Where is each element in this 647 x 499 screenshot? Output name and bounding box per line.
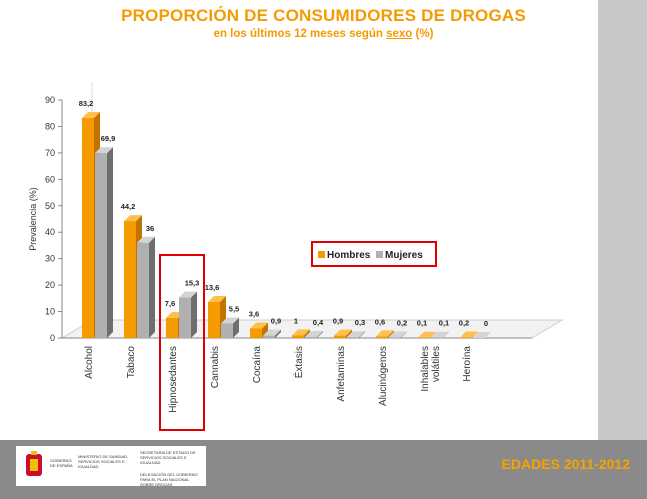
chart-subtitle: en los últimos 12 meses según sexo (%) bbox=[0, 28, 647, 40]
bar-mujeres bbox=[431, 331, 449, 338]
bar-hombres bbox=[460, 331, 478, 338]
y-tick-label: 50 bbox=[45, 201, 55, 211]
data-label-hombres: 3,6 bbox=[249, 309, 259, 318]
category-label: Cannabis bbox=[210, 346, 221, 388]
y-tick-label: 10 bbox=[45, 307, 55, 317]
data-label-mujeres: 0,4 bbox=[313, 318, 324, 327]
data-label-mujeres: 0,2 bbox=[397, 318, 407, 327]
category-label: Alucinógenos bbox=[378, 346, 389, 406]
y-tick-label: 80 bbox=[45, 121, 55, 131]
bar-mujeres bbox=[95, 147, 113, 338]
right-band bbox=[598, 0, 647, 440]
data-label-hombres: 44,2 bbox=[121, 202, 136, 211]
legend-swatch-hombres bbox=[318, 251, 325, 258]
data-label-mujeres: 0 bbox=[484, 319, 488, 328]
y-tick-label: 70 bbox=[45, 148, 55, 158]
chart-title: PROPORCIÓN DE CONSUMIDORES DE DROGAS bbox=[121, 6, 526, 25]
category-label: Inhalables bbox=[420, 346, 431, 392]
data-label-mujeres: 0,1 bbox=[439, 319, 449, 328]
data-label-mujeres: 15,3 bbox=[185, 279, 200, 288]
data-label-mujeres: 5,5 bbox=[229, 304, 239, 313]
category-label: volátiles bbox=[431, 346, 442, 382]
y-tick-label: 30 bbox=[45, 254, 55, 264]
subtitle-pre: en los últimos 12 meses según bbox=[213, 28, 387, 40]
bar-mujeres bbox=[389, 331, 407, 338]
category-label: Heroína bbox=[462, 346, 473, 382]
y-tick-label: 20 bbox=[45, 280, 55, 290]
data-label-hombres: 13,6 bbox=[205, 283, 220, 292]
data-label-mujeres: 0,9 bbox=[271, 317, 281, 326]
subtitle-underlined: sexo bbox=[386, 28, 413, 40]
government-logo: GOBIERNO DE ESPAÑA MINISTERIO DE SANIDAD… bbox=[16, 446, 206, 487]
bar-hombres bbox=[292, 329, 310, 338]
coat-of-arms-icon bbox=[26, 451, 42, 476]
logo-secretaria-text: SECRETARÍA DE ESTADO DE SERVICIOS SOCIAL… bbox=[140, 450, 196, 465]
category-label: Alcohol bbox=[84, 346, 95, 379]
y-axis-label: Prevalencia (%) bbox=[28, 187, 38, 251]
bar-hombres bbox=[334, 329, 352, 338]
category-label: Hipnosedantes bbox=[168, 346, 179, 413]
bar-hombres bbox=[376, 330, 394, 338]
bar-mujeres bbox=[179, 291, 197, 338]
bar-hombres bbox=[250, 322, 268, 338]
y-tick-label: 90 bbox=[45, 95, 55, 105]
data-label-hombres: 7,6 bbox=[165, 299, 175, 308]
logo-ministry-text: MINISTERIO DE SANIDAD, SERVICIOS SOCIALE… bbox=[78, 454, 129, 469]
legend-label-mujeres: Mujeres bbox=[385, 250, 423, 261]
logo-delegacion-text: DELEGACIÓN DEL GOBIERNO PARA EL PLAN NAC… bbox=[140, 472, 198, 487]
highlight-box bbox=[159, 254, 205, 431]
category-label: Anfetaminas bbox=[336, 346, 347, 402]
data-label-mujeres: 69,9 bbox=[101, 134, 116, 143]
data-label-mujeres: 36 bbox=[146, 224, 154, 233]
bar-mujeres bbox=[347, 331, 365, 338]
bar-hombres bbox=[418, 331, 436, 338]
legend-box bbox=[311, 241, 437, 267]
data-label-hombres: 1 bbox=[294, 316, 298, 325]
category-label: Tabaco bbox=[126, 346, 137, 379]
edades-label: EDADES 2011-2012 bbox=[501, 456, 630, 472]
data-label-hombres: 0,6 bbox=[375, 317, 385, 326]
y-tick-label: 60 bbox=[45, 174, 55, 184]
data-label-hombres: 0,1 bbox=[417, 319, 427, 328]
category-label: Cocaína bbox=[252, 346, 263, 384]
bar-mujeres bbox=[305, 330, 323, 338]
bar-mujeres bbox=[473, 332, 491, 339]
legend-swatch-mujeres bbox=[376, 251, 383, 258]
bar-mujeres bbox=[221, 317, 239, 338]
data-label-hombres: 83,2 bbox=[79, 99, 94, 108]
legend-label-hombres: Hombres bbox=[327, 250, 371, 261]
bar-mujeres bbox=[137, 236, 155, 338]
y-tick-label: 40 bbox=[45, 227, 55, 237]
data-label-mujeres: 0,3 bbox=[355, 318, 365, 327]
y-tick-label: 0 bbox=[50, 333, 55, 343]
data-label-hombres: 0,2 bbox=[459, 318, 469, 327]
logo-gov-text: GOBIERNO DE ESPAÑA bbox=[50, 458, 73, 468]
subtitle-post: (%) bbox=[412, 28, 434, 40]
data-label-hombres: 0,9 bbox=[333, 317, 343, 326]
bar-mujeres bbox=[263, 329, 281, 338]
category-label: Éxtasis bbox=[292, 346, 305, 378]
